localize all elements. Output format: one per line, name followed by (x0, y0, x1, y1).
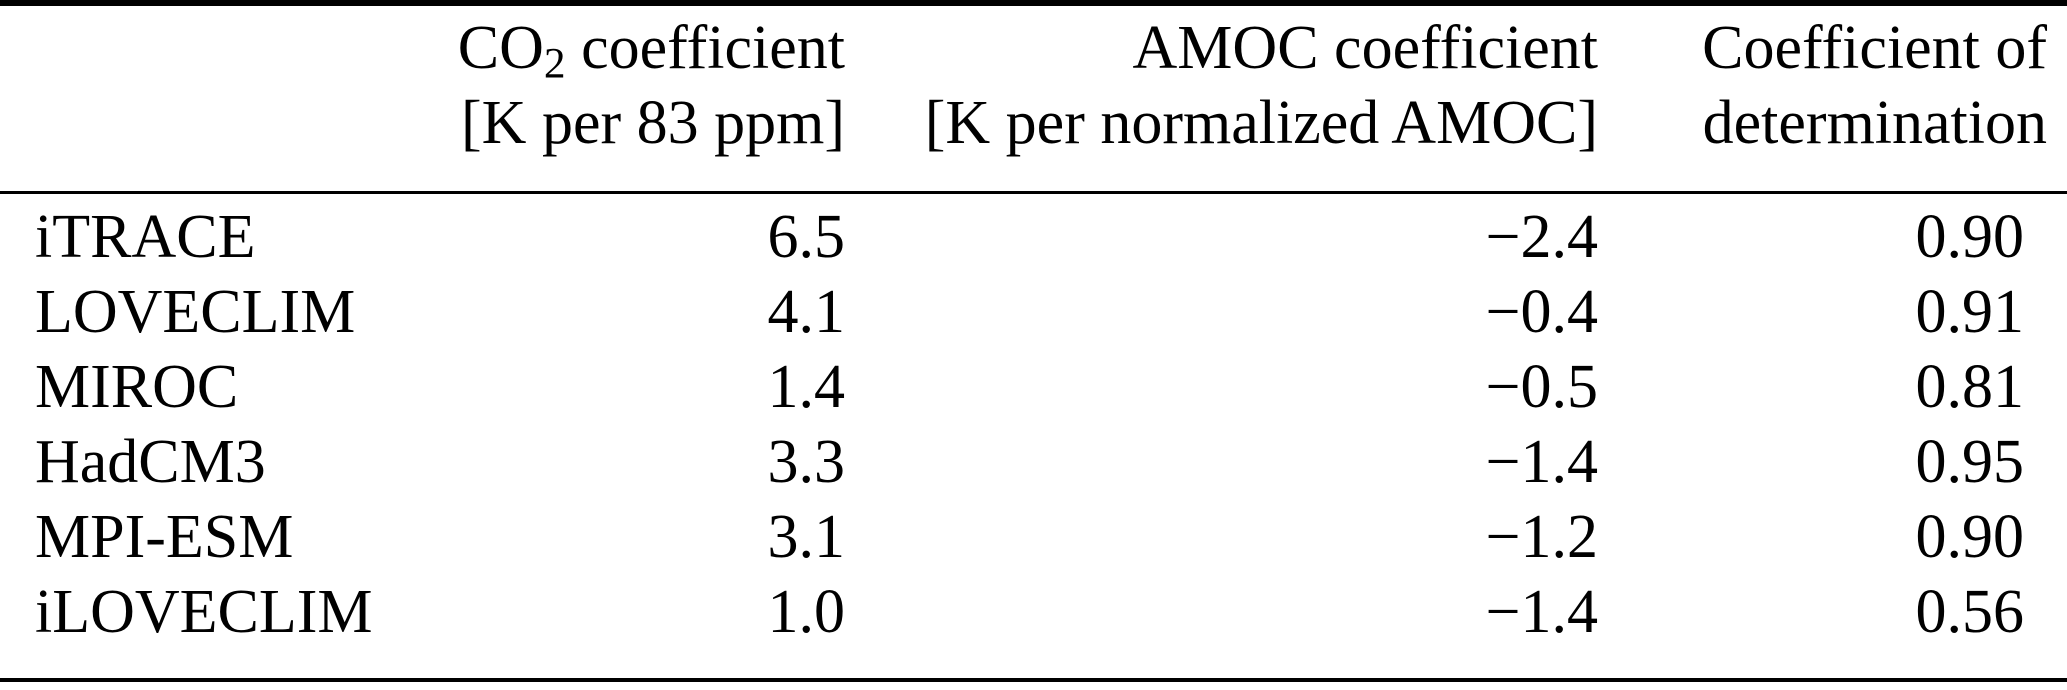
co2-coefficient-cell: 1.4 (767, 353, 846, 421)
amoc-coefficient-cell: −1.4 (1485, 428, 1598, 496)
table-row: LOVECLIM 4.1 −0.4 0.91 (0, 275, 2067, 350)
amoc-header-line1: AMOC coefficient (1132, 14, 1598, 82)
table-header: CO2 coefficient [K per 83 ppm] AMOC coef… (0, 3, 2067, 194)
co2-coefficient-cell: 3.3 (767, 428, 846, 496)
amoc-coefficient-cell: −1.4 (1485, 578, 1598, 646)
table-row: MPI-ESM 3.1 −1.2 0.90 (0, 500, 2067, 575)
co2-header-line1: CO2 coefficient (451, 11, 845, 86)
model-column-header (0, 3, 450, 194)
model-name-cell: MPI-ESM (35, 503, 294, 571)
co2-header-prefix: CO (457, 14, 544, 82)
table-row: MIROC 1.4 −0.5 0.81 (0, 350, 2067, 425)
amoc-coefficient-cell: −0.4 (1485, 278, 1598, 346)
header-row: CO2 coefficient [K per 83 ppm] AMOC coef… (0, 3, 2067, 194)
co2-header-units: [K per 83 ppm] (461, 89, 845, 157)
amoc-header-units: [K per normalized AMOC] (924, 89, 1598, 157)
table-row: iLOVECLIM 1.0 −1.4 0.56 (0, 575, 2067, 680)
table-row: HadCM3 3.3 −1.4 0.95 (0, 425, 2067, 500)
co2-coefficient-cell: 3.1 (767, 503, 846, 571)
r2-header-line1: Coefficient of (1702, 14, 2047, 82)
amoc-coefficient-cell: −1.2 (1485, 503, 1598, 571)
model-name-cell: iLOVECLIM (35, 578, 373, 646)
r2-header-line2: determination (1702, 89, 2047, 157)
model-name-cell: MIROC (35, 353, 239, 421)
determination-cell: 0.56 (1915, 578, 2025, 646)
model-name-cell: HadCM3 (35, 428, 266, 496)
table-row: iTRACE 6.5 −2.4 0.90 (0, 193, 2067, 276)
co2-coefficient-cell: 1.0 (767, 578, 846, 646)
amoc-coefficient-column-header: AMOC coefficient [K per normalized AMOC] (855, 3, 1600, 194)
amoc-coefficient-cell: −2.4 (1485, 203, 1598, 271)
model-name-cell: LOVECLIM (35, 278, 356, 346)
amoc-coefficient-cell: −0.5 (1485, 353, 1598, 421)
determination-cell: 0.90 (1915, 203, 2025, 271)
table-body: iTRACE 6.5 −2.4 0.90 LOVECLIM 4.1 −0.4 0… (0, 193, 2067, 681)
determination-column-header: Coefficient of determination (1600, 3, 2067, 194)
determination-cell: 0.91 (1915, 278, 2025, 346)
determination-cell: 0.90 (1915, 503, 2025, 571)
determination-cell: 0.81 (1915, 353, 2025, 421)
determination-cell: 0.95 (1915, 428, 2025, 496)
co2-header-suffix: coefficient (565, 14, 845, 82)
model-name-cell: iTRACE (35, 203, 256, 271)
co2-coefficient-cell: 4.1 (767, 278, 846, 346)
co2-coefficient-cell: 6.5 (767, 203, 846, 271)
co2-subscript: 2 (543, 39, 566, 88)
co2-coefficient-column-header: CO2 coefficient [K per 83 ppm] (450, 3, 855, 194)
